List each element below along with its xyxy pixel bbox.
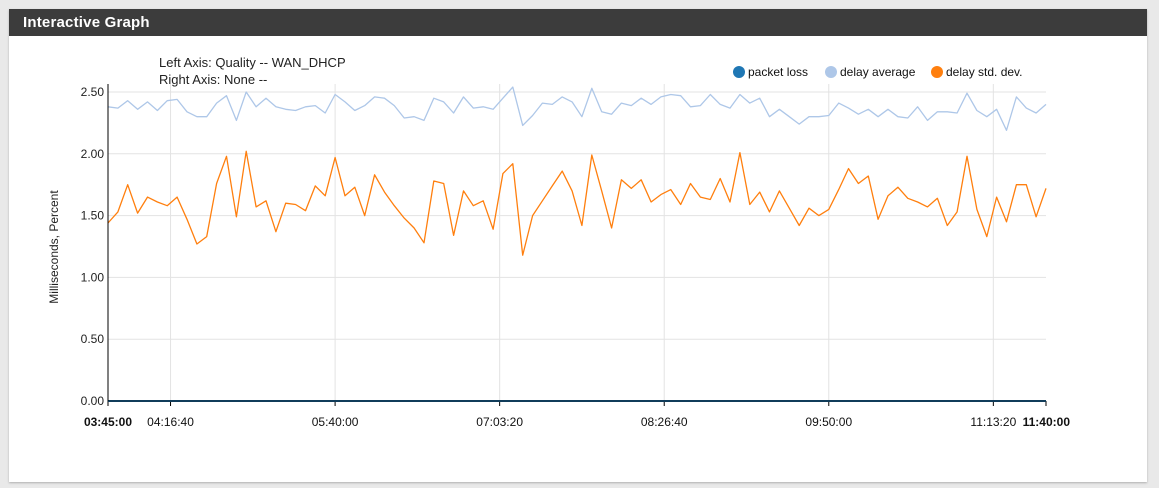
right-axis-label: Right Axis: None --	[159, 72, 267, 87]
y-tick-labels: 0.00 0.50 1.00 1.50 2.00 2.50	[81, 85, 105, 408]
grid-lines	[107, 84, 1047, 406]
x-tick-label: 03:45:00	[84, 415, 132, 429]
series-lines	[107, 86, 1047, 402]
legend-label: delay average	[840, 65, 916, 79]
legend-label: delay std. dev.	[946, 65, 1023, 79]
panel-title: Interactive Graph	[9, 9, 1147, 36]
x-tick-label: 11:13:20	[970, 415, 1016, 429]
legend[interactable]: packet loss delay average delay std. dev.	[733, 65, 1023, 79]
x-tick-label: 09:50:00	[805, 415, 852, 429]
left-axis-label: Left Axis: Quality -- WAN_DHCP	[159, 55, 346, 70]
y-tick-label: 1.50	[81, 209, 105, 223]
x-tick-label: 08:26:40	[641, 415, 688, 429]
y-tick-label: 1.00	[81, 270, 105, 284]
series-line-delay-average	[107, 86, 1047, 131]
legend-item-delay-std-dev[interactable]: delay std. dev.	[931, 65, 1023, 79]
y-tick-label: 0.50	[81, 332, 105, 346]
legend-item-packet-loss[interactable]: packet loss	[733, 65, 808, 79]
legend-label: packet loss	[748, 65, 808, 79]
y-axis-title: Milliseconds, Percent	[47, 190, 61, 304]
legend-swatch	[931, 66, 943, 78]
x-tick-label: 11:40:00	[1023, 415, 1071, 429]
legend-swatch	[733, 66, 745, 78]
y-tick-label: 2.50	[81, 85, 105, 99]
series-line-delay-std-dev	[107, 150, 1047, 256]
y-tick-label: 2.00	[81, 147, 105, 161]
y-tick-label: 0.00	[81, 394, 105, 408]
x-tick-label: 05:40:00	[312, 415, 359, 429]
legend-item-delay-average[interactable]: delay average	[825, 65, 916, 79]
axes	[107, 84, 1046, 402]
interactive-graph-panel: Interactive Graph	[9, 9, 1147, 482]
x-tick-labels: 03:45:00 04:16:40 05:40:00 07:03:20 08:26:40…	[84, 415, 1070, 429]
x-tick-label: 07:03:20	[476, 415, 523, 429]
x-tick-label: 04:16:40	[147, 415, 194, 429]
legend-swatch	[825, 66, 837, 78]
